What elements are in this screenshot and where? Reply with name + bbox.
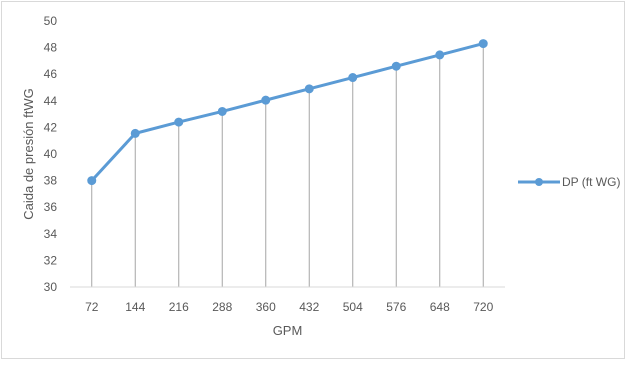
series-line — [90, 42, 485, 183]
x-tick-label: 648 — [430, 300, 450, 314]
data-point — [217, 106, 227, 116]
data-point — [348, 73, 358, 83]
y-tick-label: 44 — [44, 94, 58, 108]
x-tick-label: 504 — [343, 300, 363, 314]
x-tick-label: 720 — [473, 300, 493, 314]
data-point — [130, 128, 140, 138]
x-tick-label: 576 — [386, 300, 406, 314]
y-tick-label: 34 — [44, 227, 58, 241]
y-tick-label: 40 — [44, 147, 58, 161]
y-tick-label: 30 — [44, 280, 58, 294]
x-tick-label: 144 — [125, 300, 145, 314]
y-tick-label: 38 — [44, 174, 58, 188]
x-tick-label: 216 — [169, 300, 189, 314]
y-tick-label: 50 — [44, 14, 58, 28]
legend-label: DP (ft WG) — [562, 175, 620, 189]
x-axis-title: GPM — [273, 323, 303, 338]
legend-marker — [535, 178, 543, 186]
data-point — [87, 176, 97, 186]
y-tick-label: 48 — [44, 41, 58, 55]
data-point — [261, 95, 271, 105]
data-point — [435, 50, 445, 60]
chart-border — [1, 1, 625, 359]
y-axis-ticks: 30 32 34 36 38 40 42 44 46 48 50 — [44, 14, 58, 294]
y-tick-label: 36 — [44, 200, 58, 214]
x-axis-ticks: 72 144 216 288 360 432 504 576 648 720 — [85, 300, 494, 314]
y-tick-label: 46 — [44, 67, 58, 81]
data-point — [304, 84, 314, 94]
x-tick-label: 288 — [212, 300, 232, 314]
data-point — [391, 61, 401, 71]
data-point — [174, 117, 184, 127]
x-tick-label: 360 — [256, 300, 276, 314]
y-tick-label: 42 — [44, 120, 58, 134]
legend: DP (ft WG) — [518, 175, 620, 189]
x-tick-label: 72 — [85, 300, 99, 314]
series-layer — [87, 39, 488, 186]
x-tick-label: 432 — [299, 300, 319, 314]
data-point — [478, 39, 488, 49]
y-tick-label: 32 — [44, 253, 58, 267]
drop-lines — [91, 43, 484, 287]
y-axis-title: Caida de presión ftWG — [21, 88, 36, 220]
